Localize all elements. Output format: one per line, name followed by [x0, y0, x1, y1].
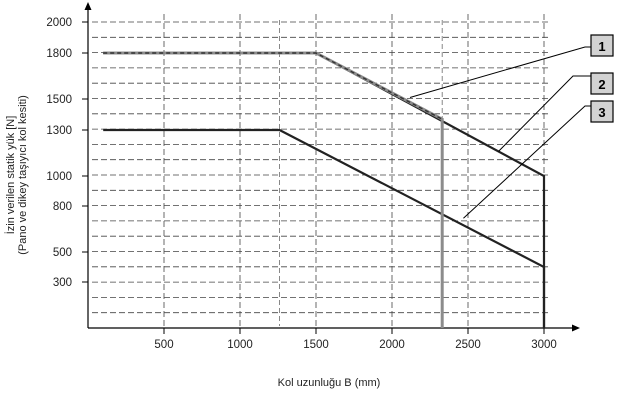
y-tick-label: 2000: [46, 17, 72, 29]
callout-leader-2: [498, 75, 591, 152]
y-tick-label: 800: [53, 201, 72, 213]
callout-box-3: [590, 100, 614, 123]
x-tick-label: 500: [154, 339, 173, 351]
x-tick-label: 2000: [379, 339, 405, 351]
y-tick-label: 500: [53, 247, 72, 259]
ticks: 500 1000 1500 2000 2500 3000 300 500 800 1000 1300…: [46, 17, 556, 351]
y-tick-label: 300: [53, 277, 72, 289]
x-axis-arrow: [572, 324, 580, 332]
callout-label-3: 3: [598, 105, 605, 120]
y-tick-label: 1000: [46, 171, 72, 183]
series-line-1-dash: [103, 52, 443, 120]
callout-label-1: 1: [598, 39, 605, 54]
series: [103, 51, 546, 328]
y-tick-label: 1500: [46, 94, 72, 106]
callouts: 1 2 3: [409, 34, 614, 219]
grid: [92, 14, 548, 326]
callout-box-1: [590, 34, 614, 57]
x-tick-label: 2500: [455, 339, 481, 351]
x-tick-label: 1000: [227, 339, 253, 351]
callout-leader-1: [409, 46, 591, 98]
callout-leader-3: [463, 105, 591, 219]
x-axis-title: Kol uzunluğu B (mm): [278, 377, 381, 389]
callout-box-2: [590, 72, 614, 95]
x-tick-label: 3000: [531, 339, 557, 351]
y-axis-arrow: [84, 2, 92, 10]
x-tick-label: 1500: [303, 339, 329, 351]
y-axis-subtitle: (Pano ve dikey taşıyıcı kol kesiti): [17, 95, 29, 255]
y-tick-label: 1800: [46, 48, 72, 60]
callout-label-2: 2: [598, 77, 605, 92]
axes: [84, 2, 580, 332]
y-axis-title: İzin verilen statik yük [N]: [4, 116, 17, 235]
y-tick-label: 1300: [46, 125, 72, 137]
